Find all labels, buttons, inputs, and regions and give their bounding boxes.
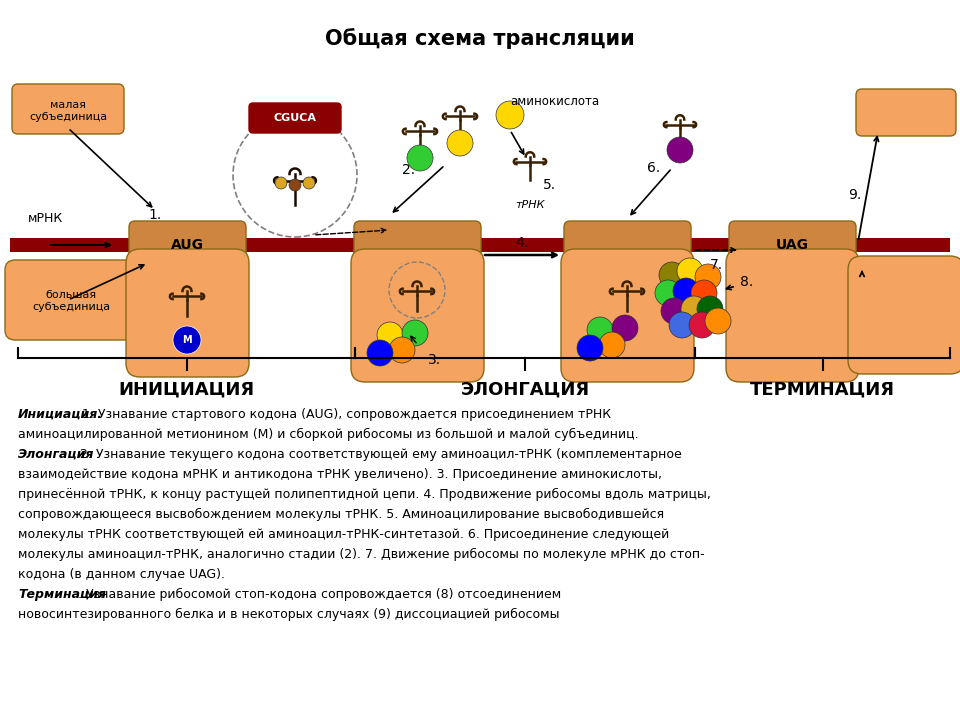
FancyBboxPatch shape — [856, 89, 956, 136]
Circle shape — [173, 326, 201, 354]
Circle shape — [402, 320, 428, 346]
FancyBboxPatch shape — [561, 249, 694, 382]
Text: CGUCA: CGUCA — [274, 113, 317, 123]
Text: мРНК: мРНК — [28, 212, 63, 225]
Circle shape — [496, 101, 524, 129]
Text: . 2. Узнавание текущего кодона соответствующей ему аминоацил-тРНК (комплементарн: . 2. Узнавание текущего кодона соответст… — [72, 448, 682, 461]
Text: . Узнавание рибосомой стоп-кодона сопровождается (8) отсоединением: . Узнавание рибосомой стоп-кодона сопров… — [78, 588, 562, 601]
Text: Элонгация: Элонгация — [18, 448, 94, 461]
Circle shape — [289, 179, 301, 191]
Text: кодона (в данном случае UAG).: кодона (в данном случае UAG). — [18, 568, 225, 581]
Circle shape — [695, 264, 721, 290]
FancyBboxPatch shape — [126, 249, 249, 377]
Text: ИНИЦИАЦИЯ: ИНИЦИАЦИЯ — [118, 381, 254, 399]
Text: 3.: 3. — [428, 353, 442, 367]
Circle shape — [275, 177, 287, 189]
Circle shape — [669, 312, 695, 338]
Text: UAG: UAG — [776, 238, 808, 252]
Text: 2.: 2. — [402, 163, 415, 177]
Text: 8.: 8. — [740, 275, 754, 289]
Text: большая
субъединица: большая субъединица — [32, 290, 110, 312]
Text: аминокислота: аминокислота — [510, 95, 599, 108]
Text: молекулы тРНК соответствующей ей аминоацил-тРНК-синтетазой. 6. Присоединение сле: молекулы тРНК соответствующей ей аминоац… — [18, 528, 669, 541]
FancyBboxPatch shape — [354, 221, 481, 269]
Circle shape — [577, 335, 603, 361]
Text: взаимодействие кодона мРНК и антикодона тРНК увеличено). 3. Присоединение аминок: взаимодействие кодона мРНК и антикодона … — [18, 468, 662, 481]
Circle shape — [612, 315, 638, 341]
FancyBboxPatch shape — [129, 221, 246, 269]
FancyBboxPatch shape — [564, 221, 691, 269]
Circle shape — [447, 130, 473, 156]
Circle shape — [389, 337, 415, 363]
Text: М: М — [182, 335, 192, 345]
Text: новосинтезированного белка и в некоторых случаях (9) диссоциацией рибосомы: новосинтезированного белка и в некоторых… — [18, 608, 560, 621]
Circle shape — [655, 280, 681, 306]
Circle shape — [659, 262, 685, 288]
Circle shape — [599, 332, 625, 358]
Bar — [10, 238, 950, 252]
Text: 5.: 5. — [543, 178, 556, 192]
Circle shape — [587, 317, 613, 343]
Circle shape — [667, 137, 693, 163]
Text: малая
субъединица: малая субъединица — [29, 100, 108, 122]
Text: 1. Узнавание стартового кодона (AUG), сопровождается присоединением тРНК: 1. Узнавание стартового кодона (AUG), со… — [78, 408, 612, 421]
Circle shape — [673, 278, 699, 304]
Text: 1.: 1. — [148, 208, 161, 222]
Text: молекулы аминоацил-тРНК, аналогично стадии (2). 7. Движение рибосомы по молекуле: молекулы аминоацил-тРНК, аналогично стад… — [18, 548, 705, 561]
Circle shape — [367, 340, 393, 366]
Text: Общая схема трансляции: Общая схема трансляции — [325, 28, 635, 49]
FancyBboxPatch shape — [249, 103, 341, 133]
Text: ТЕРМИНАЦИЯ: ТЕРМИНАЦИЯ — [750, 381, 895, 399]
Circle shape — [705, 308, 731, 334]
FancyBboxPatch shape — [5, 260, 137, 340]
FancyBboxPatch shape — [351, 249, 484, 382]
FancyBboxPatch shape — [848, 256, 960, 374]
Text: AUG: AUG — [171, 238, 204, 252]
Circle shape — [681, 296, 707, 322]
Circle shape — [303, 177, 315, 189]
Text: Терминация: Терминация — [18, 588, 106, 601]
Text: аминоацилированной метионином (М) и сборкой рибосомы из большой и малой субъедин: аминоацилированной метионином (М) и сбор… — [18, 428, 638, 441]
Circle shape — [691, 280, 717, 306]
Text: Инициация.: Инициация. — [18, 408, 103, 421]
Text: 6.: 6. — [647, 161, 660, 175]
Circle shape — [407, 145, 433, 171]
FancyBboxPatch shape — [726, 249, 859, 382]
Text: 4.: 4. — [516, 236, 529, 250]
Circle shape — [377, 322, 403, 348]
Text: тРНК: тРНК — [516, 200, 544, 210]
Text: 7.: 7. — [709, 258, 723, 272]
Text: принесённой тРНК, к концу растущей полипептидной цепи. 4. Продвижение рибосомы в: принесённой тРНК, к концу растущей полип… — [18, 488, 710, 501]
Circle shape — [661, 298, 687, 324]
Text: 9.: 9. — [848, 188, 861, 202]
Text: сопровождающееся высвобождением молекулы тРНК. 5. Аминоацилирование высвободивше: сопровождающееся высвобождением молекулы… — [18, 508, 664, 521]
Text: ЭЛОНГАЦИЯ: ЭЛОНГАЦИЯ — [461, 381, 589, 399]
Circle shape — [233, 113, 357, 237]
Circle shape — [697, 296, 723, 322]
FancyBboxPatch shape — [12, 84, 124, 134]
FancyBboxPatch shape — [729, 221, 856, 269]
Circle shape — [689, 312, 715, 338]
Circle shape — [677, 258, 703, 284]
